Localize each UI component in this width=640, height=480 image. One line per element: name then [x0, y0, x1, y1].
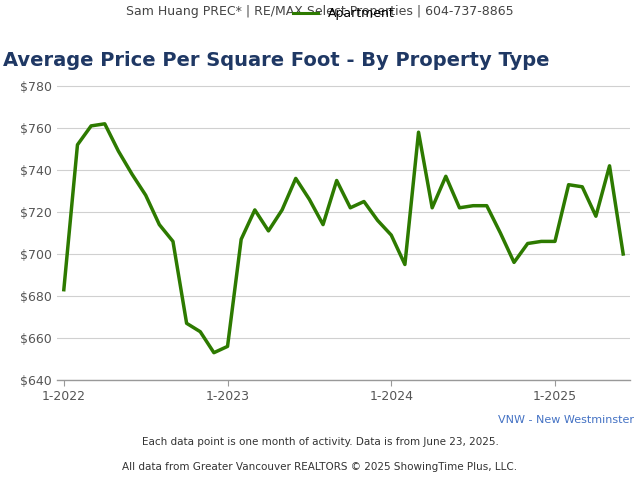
Text: Sam Huang PREC* | RE/MAX Select Properties | 604-737-8865: Sam Huang PREC* | RE/MAX Select Properti… — [126, 4, 514, 17]
Text: Average Price Per Square Foot - By Property Type: Average Price Per Square Foot - By Prope… — [3, 50, 550, 70]
Legend: Apartment: Apartment — [287, 2, 399, 25]
Text: Each data point is one month of activity. Data is from June 23, 2025.: Each data point is one month of activity… — [141, 437, 499, 447]
Text: VNW - New Westminster: VNW - New Westminster — [498, 415, 634, 425]
Text: All data from Greater Vancouver REALTORS © 2025 ShowingTime Plus, LLC.: All data from Greater Vancouver REALTORS… — [122, 462, 518, 472]
